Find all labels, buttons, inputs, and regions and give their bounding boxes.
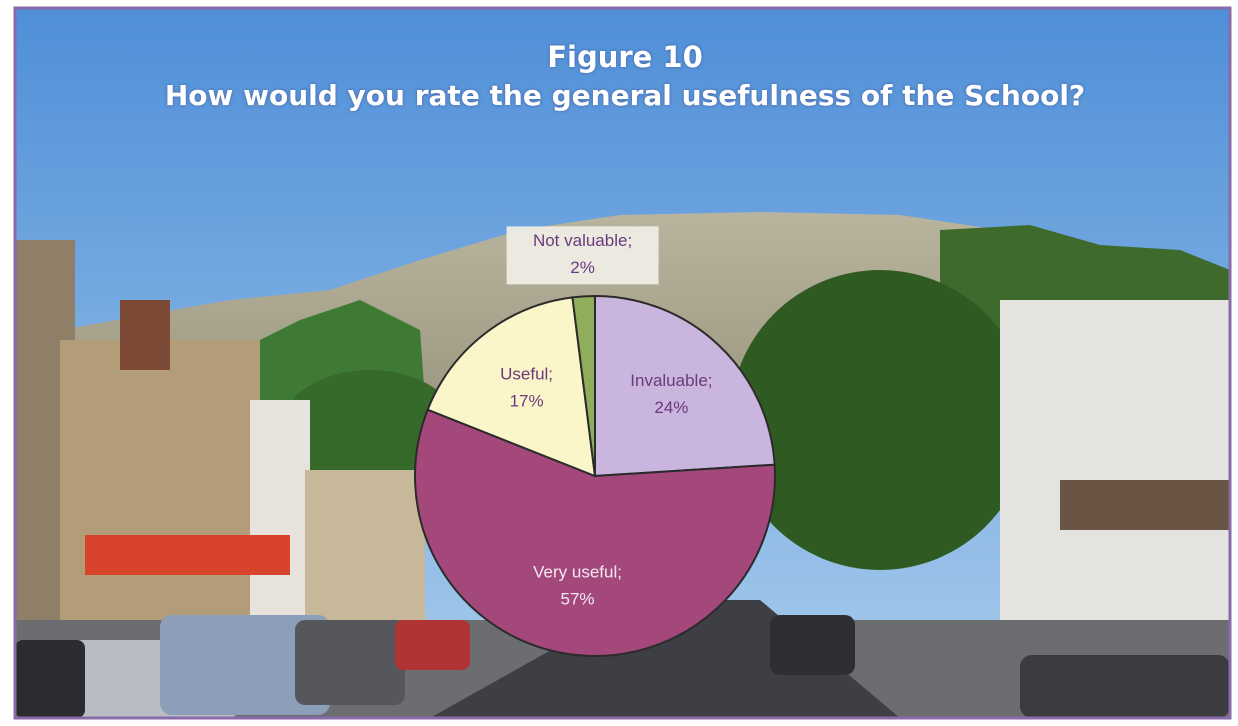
slice-value-label: 17% (510, 391, 544, 410)
label-box (506, 226, 659, 285)
pie-slice (594, 294, 776, 478)
slice-value-label: 57% (561, 590, 595, 609)
slice-label: Useful; (500, 364, 553, 383)
pie-slice (426, 296, 597, 478)
chart-subtitle: How would you rate the general usefulnes… (164, 79, 1086, 112)
pie-slice (571, 294, 596, 477)
slice-label: Invaluable; (630, 371, 712, 390)
slice-value-label: 24% (654, 398, 688, 417)
pie-slice (414, 408, 776, 657)
chart-title: Figure 10 (547, 40, 703, 74)
pie: Invaluable; 24% Very useful; 57% Useful; 17% N… (414, 226, 776, 657)
slice-value-label: 2% (570, 258, 595, 277)
slice-label: Not valuable; (533, 231, 632, 250)
slice-label: Very useful; (533, 563, 622, 582)
